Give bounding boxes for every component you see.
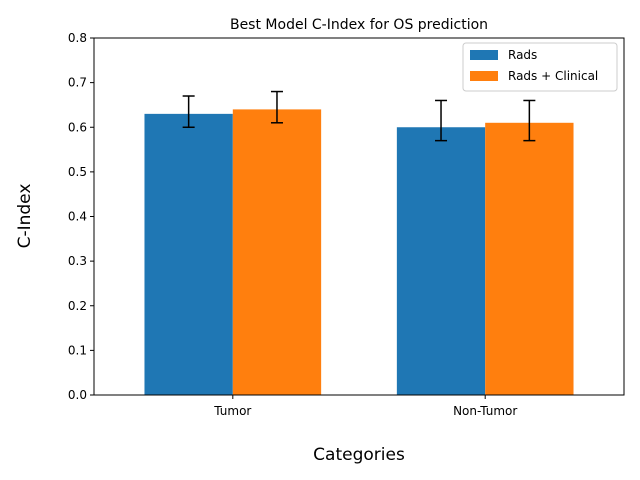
bar-rads-tumor bbox=[144, 113, 233, 396]
x-tick-label-non-tumor: Non-Tumor bbox=[453, 404, 517, 418]
bar-rads-clinical-non-tumor bbox=[485, 122, 574, 395]
errorbar-rads-clinical-tumor bbox=[270, 90, 283, 124]
x-tick-label-tumor: Tumor bbox=[213, 404, 251, 418]
bar-rads-non-tumor bbox=[396, 127, 486, 395]
legend-label-rads: Rads bbox=[508, 48, 537, 62]
legend-label-rads-clinical: Rads + Clinical bbox=[508, 69, 598, 83]
errorbar-rads-non-tumor bbox=[435, 99, 448, 142]
bars-group bbox=[144, 109, 574, 396]
legend-swatch-rads bbox=[470, 50, 498, 60]
errorbars-group bbox=[182, 90, 536, 142]
y-tick-label: 0.5 bbox=[68, 165, 87, 179]
y-tick-label: 0.0 bbox=[68, 388, 87, 402]
y-tick-label: 0.6 bbox=[68, 120, 87, 134]
bar-rads-clinical-tumor bbox=[232, 109, 322, 396]
plot-frame bbox=[93, 37, 625, 396]
errorbar-rads-clinical-non-tumor bbox=[523, 99, 536, 142]
legend-swatch-rads-clinical bbox=[470, 71, 498, 81]
legend-frame bbox=[462, 42, 618, 92]
x-axis: Tumor Non-Tumor bbox=[213, 395, 517, 418]
y-tick-label: 0.7 bbox=[68, 76, 87, 90]
y-axis-label: C-Index bbox=[15, 184, 35, 249]
chart-title: Best Model C-Index for OS prediction bbox=[230, 17, 488, 33]
y-tick-label: 0.1 bbox=[68, 343, 87, 357]
y-tick-label: 0.3 bbox=[68, 254, 87, 268]
y-tick-label: 0.2 bbox=[68, 299, 87, 313]
y-tick-label: 0.8 bbox=[68, 31, 87, 45]
y-axis: 0.0 0.1 0.2 0.3 0.4 0.5 0.6 0.7 0.8 bbox=[68, 31, 94, 402]
y-tick-label: 0.4 bbox=[68, 210, 87, 224]
errorbar-rads-tumor bbox=[182, 95, 195, 128]
x-axis-label: Categories bbox=[313, 445, 405, 465]
legend: Rads Rads + Clinical bbox=[462, 42, 618, 92]
